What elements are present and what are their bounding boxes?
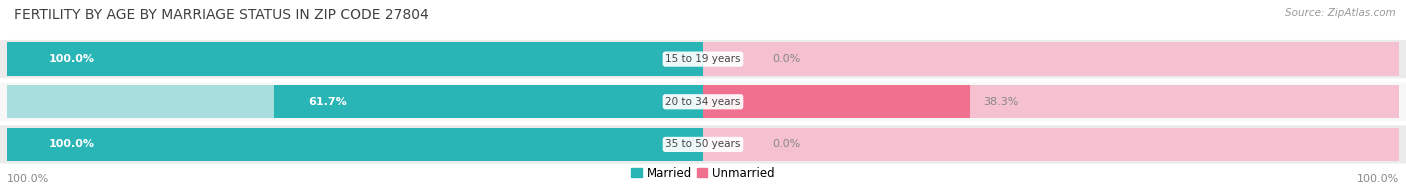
FancyBboxPatch shape xyxy=(0,124,1406,165)
Text: Source: ZipAtlas.com: Source: ZipAtlas.com xyxy=(1285,8,1396,18)
Text: 38.3%: 38.3% xyxy=(983,97,1019,107)
Legend: Married, Unmarried: Married, Unmarried xyxy=(627,162,779,184)
Text: 35 to 50 years: 35 to 50 years xyxy=(665,139,741,149)
Text: 15 to 19 years: 15 to 19 years xyxy=(665,54,741,64)
Text: 20 to 34 years: 20 to 34 years xyxy=(665,97,741,107)
FancyBboxPatch shape xyxy=(0,39,1406,80)
Text: FERTILITY BY AGE BY MARRIAGE STATUS IN ZIP CODE 27804: FERTILITY BY AGE BY MARRIAGE STATUS IN Z… xyxy=(14,8,429,22)
Text: 0.0%: 0.0% xyxy=(773,54,801,64)
Text: 100.0%: 100.0% xyxy=(7,174,49,184)
Text: 100.0%: 100.0% xyxy=(49,54,94,64)
Text: 61.7%: 61.7% xyxy=(308,97,347,107)
Text: 100.0%: 100.0% xyxy=(1357,174,1399,184)
FancyBboxPatch shape xyxy=(0,81,1406,122)
Text: 0.0%: 0.0% xyxy=(773,139,801,149)
Text: 100.0%: 100.0% xyxy=(49,139,94,149)
